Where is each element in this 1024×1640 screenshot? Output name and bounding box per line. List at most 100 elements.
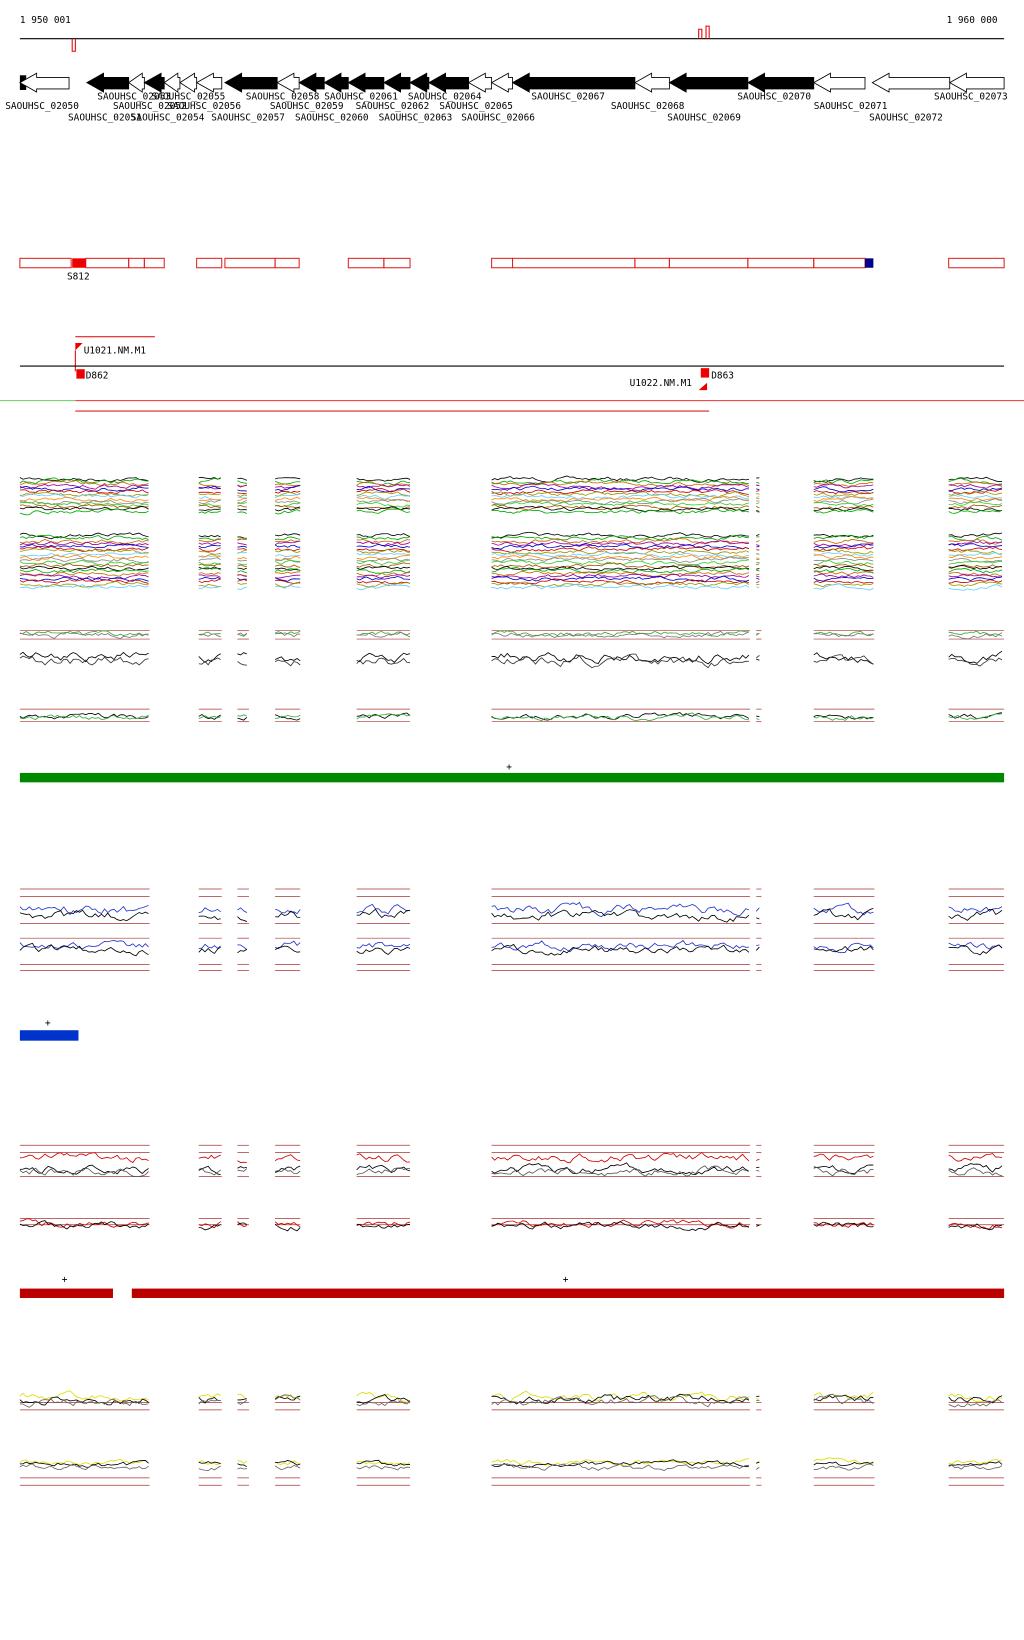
trace — [237, 579, 248, 582]
trace — [237, 551, 247, 554]
gene-arrow — [276, 72, 300, 93]
trace — [356, 554, 411, 560]
trace — [198, 657, 221, 666]
trace — [198, 907, 221, 914]
trace — [491, 540, 749, 547]
trace — [756, 658, 760, 661]
trace — [948, 549, 1003, 555]
trace — [491, 534, 749, 541]
trace — [813, 1222, 874, 1228]
trace — [274, 1168, 301, 1175]
trace — [19, 477, 149, 483]
trace — [19, 572, 149, 577]
trace — [198, 1460, 221, 1466]
trace — [237, 949, 248, 954]
gene-label: SAOUHSC_02066 — [461, 112, 535, 123]
segment-box — [634, 257, 670, 269]
trace — [198, 574, 221, 578]
trace — [356, 1465, 411, 1471]
trace — [19, 552, 149, 558]
trace — [237, 582, 247, 585]
trace — [19, 909, 149, 922]
segment-box — [668, 257, 749, 269]
segment-box — [19, 257, 72, 269]
trace — [948, 487, 1003, 492]
trace — [237, 542, 247, 546]
trace — [813, 479, 874, 485]
trace — [756, 715, 760, 718]
trace — [756, 563, 760, 566]
trace — [274, 506, 301, 512]
trace — [356, 903, 411, 915]
trace — [948, 507, 1003, 512]
trace — [356, 491, 411, 497]
trace — [19, 477, 149, 485]
trace — [491, 506, 749, 513]
trace — [948, 552, 1003, 557]
trace — [237, 1166, 247, 1169]
trace — [756, 533, 760, 537]
trace — [948, 488, 1003, 495]
trace — [813, 632, 874, 638]
trace — [274, 490, 301, 494]
trace — [198, 715, 221, 720]
trace — [237, 661, 247, 666]
region-label: U1021.NM.M1 — [84, 346, 147, 357]
trace — [198, 542, 221, 546]
trace — [948, 909, 1003, 921]
trace — [813, 715, 874, 721]
trace — [237, 916, 248, 922]
trace — [813, 576, 874, 582]
trace — [198, 1224, 221, 1231]
trace — [19, 508, 149, 516]
gene-arrow — [127, 72, 145, 93]
trace — [237, 545, 247, 548]
trace — [755, 946, 760, 951]
trace — [491, 578, 750, 585]
trace — [948, 1163, 1003, 1173]
trace — [274, 493, 301, 499]
trace — [948, 567, 1003, 574]
trace — [237, 489, 247, 492]
trace — [356, 485, 411, 493]
trace — [948, 501, 1003, 506]
trace — [198, 578, 221, 584]
trace — [756, 481, 760, 484]
gene-label: SAOUHSC_02051 — [68, 112, 142, 123]
trace — [491, 1395, 750, 1408]
trace — [356, 494, 411, 500]
trace — [756, 1460, 760, 1463]
trace — [237, 511, 248, 514]
trace — [275, 714, 301, 719]
trace — [356, 1391, 411, 1403]
red-bar — [19, 1288, 113, 1298]
trace — [19, 1390, 149, 1402]
gene-arrow — [871, 72, 951, 93]
trace — [813, 534, 874, 540]
trace — [237, 1222, 248, 1225]
trace — [756, 539, 760, 543]
trace — [198, 482, 221, 488]
gene-arrow — [85, 72, 130, 93]
trace — [813, 583, 874, 588]
trace — [491, 537, 749, 545]
trace — [491, 1458, 749, 1467]
trace — [813, 495, 874, 499]
marker: + — [563, 1274, 569, 1285]
trace — [356, 548, 411, 552]
trace — [356, 580, 411, 585]
trace — [274, 940, 301, 950]
trace — [356, 499, 411, 503]
trace — [274, 504, 301, 509]
trace — [813, 567, 874, 573]
trace — [237, 485, 247, 488]
blue-bar — [19, 1030, 79, 1041]
trace — [491, 652, 750, 665]
gene-arrow — [143, 72, 165, 93]
trace — [948, 543, 1003, 548]
trace — [275, 485, 301, 492]
trace — [198, 585, 221, 589]
trace — [948, 944, 1003, 956]
trace — [19, 539, 149, 545]
trace — [756, 573, 760, 576]
